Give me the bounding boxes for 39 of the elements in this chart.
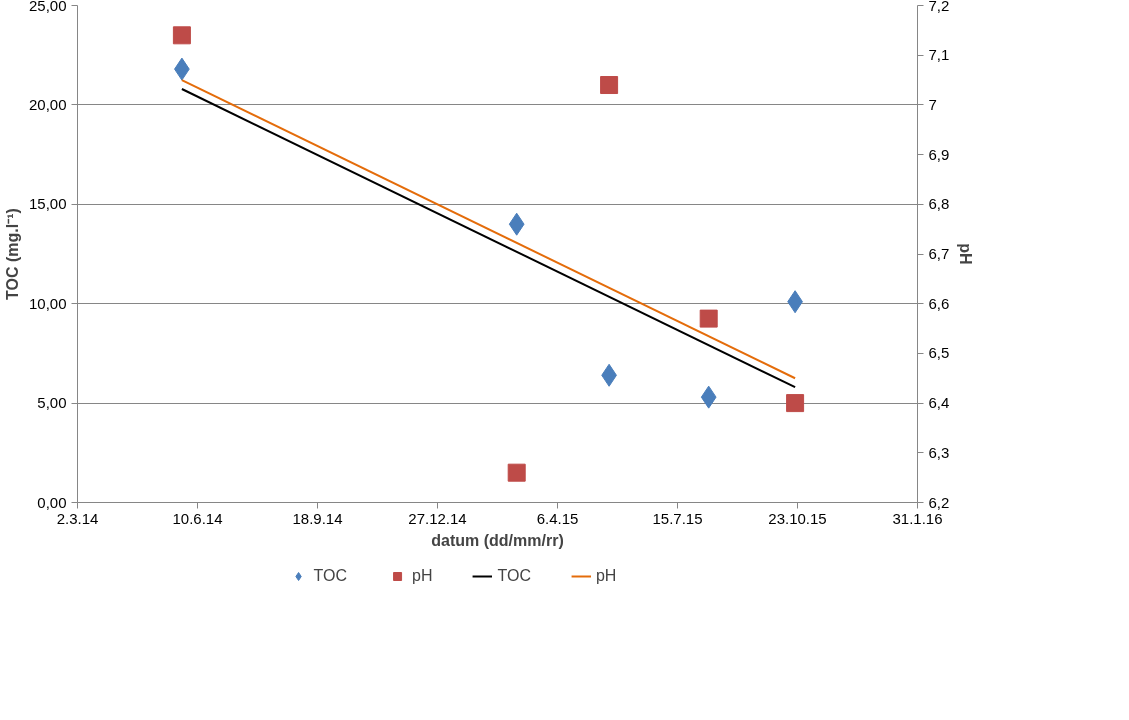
y2-tick-label: 6,4 (928, 394, 950, 412)
x-tick-label: 18.9.14 (292, 509, 343, 527)
x-tick-label: 23.10.15 (768, 509, 827, 527)
legend-label: TOC (497, 567, 531, 585)
y-tick-label: 5,00 (37, 394, 67, 412)
point (507, 463, 526, 482)
point (699, 309, 718, 328)
y-axis-title: TOC (mg.l⁻¹) (3, 208, 21, 300)
y-tick-label: 20,00 (28, 95, 67, 113)
point (600, 76, 619, 95)
x-tick-label: 31.1.16 (892, 509, 943, 527)
y2-tick-label: 6,8 (928, 195, 950, 213)
y2-tick-label: 6,2 (928, 493, 950, 511)
y-tick-label: 15,00 (28, 195, 67, 213)
y2-tick-label: 6,6 (928, 294, 950, 312)
y2-tick-label: 6,9 (928, 145, 950, 163)
point (508, 212, 525, 236)
x-tick-label: 27.12.14 (408, 509, 467, 527)
y2-tick-label: 7,1 (928, 46, 950, 64)
x-tick-label: 10.6.14 (172, 509, 223, 527)
legend-label: pH (595, 567, 617, 585)
y-tick-label: 10,00 (28, 294, 67, 312)
y-tick-label: 25,00 (28, 0, 67, 14)
legend-label: pH (412, 567, 433, 585)
y-tick-label: 0,00 (37, 493, 67, 511)
y2-tick-label: 6,5 (928, 344, 950, 362)
point (700, 385, 717, 409)
point (786, 394, 805, 413)
x-tick-label: 2.3.14 (56, 509, 99, 527)
point (172, 26, 191, 45)
y2-tick-label: 7,2 (928, 0, 950, 14)
x-tick-label: 6.4.15 (536, 509, 579, 527)
x-tick-label: 15.7.15 (652, 509, 703, 527)
y2-axis-title: pH (957, 243, 975, 265)
x-axis-title: datum (dd/mm/rr) (431, 531, 564, 549)
y2-tick-label: 6,3 (928, 443, 950, 461)
y2-tick-label: 6,7 (928, 245, 950, 262)
legend-label: TOC (313, 567, 348, 585)
y2-tick-label: 7 (928, 95, 937, 113)
